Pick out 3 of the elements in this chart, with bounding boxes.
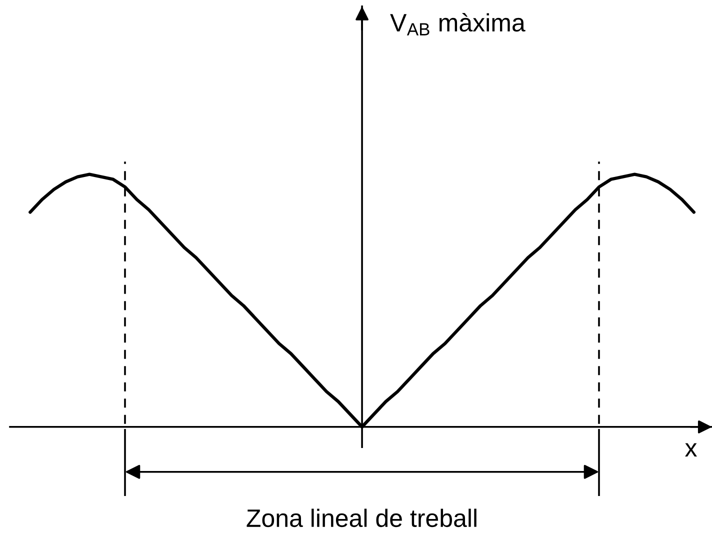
text: V$_{AB}$ màxima [390, 12, 526, 36]
text: Zona lineal de treball [246, 508, 476, 528]
x-axis-title: x [685, 443, 697, 456]
